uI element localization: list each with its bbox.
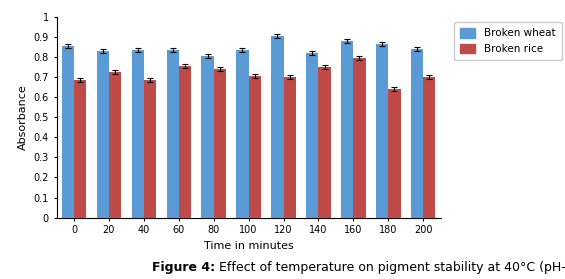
Bar [132,50,144,218]
Bar [284,77,295,218]
Bar [167,50,179,218]
Bar [62,46,74,218]
Bar [236,50,249,218]
Bar [144,80,156,218]
Bar [97,51,109,218]
Bar [423,77,436,218]
Bar [306,53,319,218]
Bar [271,36,284,218]
Text: Effect of temperature on pigment stability at 40°C (pH-6).: Effect of temperature on pigment stabili… [215,261,565,274]
Bar [74,80,86,218]
Text: Figure 4:: Figure 4: [151,261,215,274]
Y-axis label: Absorbance: Absorbance [18,84,28,150]
Bar [214,69,226,218]
X-axis label: Time in minutes: Time in minutes [204,241,293,251]
Bar [376,44,388,218]
Bar [202,56,214,218]
Bar [319,67,331,218]
Bar [109,72,121,218]
Bar [411,49,423,218]
Legend: Broken wheat, Broken rice: Broken wheat, Broken rice [454,22,562,60]
Bar [179,66,191,218]
Bar [353,58,366,218]
Bar [341,41,353,218]
Bar [388,89,401,218]
Bar [249,76,261,218]
